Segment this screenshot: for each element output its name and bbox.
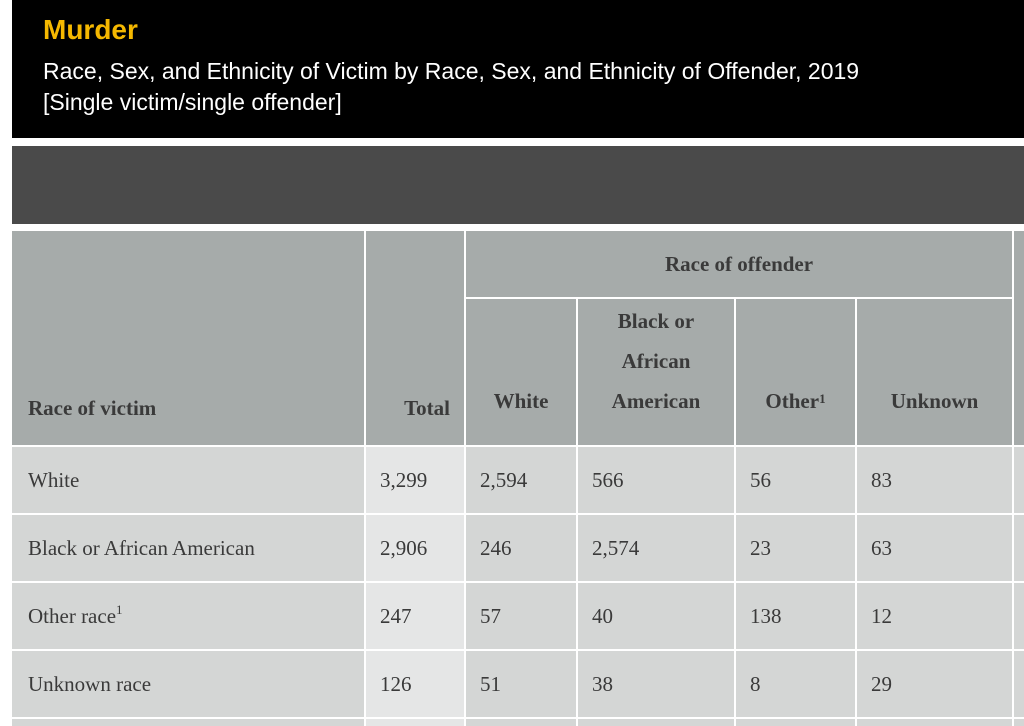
row-label — [12, 719, 366, 726]
cell-unknown: 12 — [857, 583, 1015, 651]
cell-total: 3,299 — [366, 447, 466, 515]
header-overflow — [1014, 231, 1024, 447]
cell-total: 126 — [366, 651, 466, 719]
cell-overflow — [1014, 583, 1024, 651]
cell-overflow — [1014, 447, 1024, 515]
row-label-text: White — [28, 467, 80, 492]
header-other-label: Other — [765, 389, 820, 413]
cell-unknown: 29 — [857, 651, 1015, 719]
cell-other: 8 — [736, 651, 857, 719]
footnote-marker: 1 — [116, 601, 123, 617]
page-header: Murder Race, Sex, and Ethnicity of Victi… — [12, 0, 1024, 138]
table-row: White 3,299 2,594 566 56 83 — [12, 447, 1024, 515]
cell-other: 138 — [736, 583, 857, 651]
row-label-text: Black or African American — [28, 535, 255, 560]
cell-white: 2,594 — [466, 447, 578, 515]
row-label: White — [12, 447, 366, 515]
row-label-text: Other race — [28, 603, 117, 628]
header-black-or-african-american: Black or African American — [578, 299, 736, 447]
cell-black: 40 — [578, 583, 736, 651]
cell-total: 247 — [366, 583, 466, 651]
table-row: Other race1 247 57 40 138 12 — [12, 583, 1024, 651]
cell-unknown — [857, 719, 1015, 726]
row-label: Other race1 — [12, 583, 366, 651]
row-label-text: Unknown race — [28, 671, 152, 696]
page-subtitle: Race, Sex, and Ethnicity of Victim by Ra… — [43, 56, 1024, 118]
table-caption-band — [12, 146, 1024, 224]
row-label: Black or African American — [12, 515, 366, 583]
header-black-line-3: American — [611, 389, 701, 413]
header-white: White — [466, 299, 578, 447]
header-unknown: Unknown — [857, 299, 1015, 447]
cell-other — [736, 719, 857, 726]
header-race-of-offender: Race of offender — [466, 231, 1015, 299]
cell-other: 23 — [736, 515, 857, 583]
data-table: Race of victim Total Race of offender Wh… — [12, 231, 1024, 726]
header-race-of-victim: Race of victim — [12, 231, 366, 447]
cell-white: 51 — [466, 651, 578, 719]
header-other: Other1 — [736, 299, 857, 447]
cell-overflow — [1014, 719, 1024, 726]
cell-white: 246 — [466, 515, 578, 583]
cell-white: 57 — [466, 583, 578, 651]
cell-overflow — [1014, 651, 1024, 719]
header-total: Total — [366, 231, 466, 447]
cell-overflow — [1014, 515, 1024, 583]
page-title: Murder — [43, 14, 138, 45]
cell-black: 38 — [578, 651, 736, 719]
table-row: Black or African American 2,906 246 2,57… — [12, 515, 1024, 583]
cell-black — [578, 719, 736, 726]
cell-black: 2,574 — [578, 515, 736, 583]
cell-unknown: 63 — [857, 515, 1015, 583]
table-row: Unknown race 126 51 38 8 29 — [12, 651, 1024, 719]
cell-other: 56 — [736, 447, 857, 515]
cell-total: 2,906 — [366, 515, 466, 583]
header-black-line-2: African — [621, 349, 691, 373]
cell-black: 566 — [578, 447, 736, 515]
cell-unknown: 83 — [857, 447, 1015, 515]
subtitle-line-2: [Single victim/single offender] — [43, 89, 342, 115]
data-table-container: Race of victim Total Race of offender Wh… — [12, 231, 1024, 726]
table-row-partial — [12, 719, 1024, 726]
header-black-line-1: Black or — [617, 309, 695, 333]
footnote-marker: 1 — [819, 391, 826, 406]
subtitle-line-1: Race, Sex, and Ethnicity of Victim by Ra… — [43, 58, 860, 84]
row-label: Unknown race — [12, 651, 366, 719]
cell-total — [366, 719, 466, 726]
cell-white — [466, 719, 578, 726]
